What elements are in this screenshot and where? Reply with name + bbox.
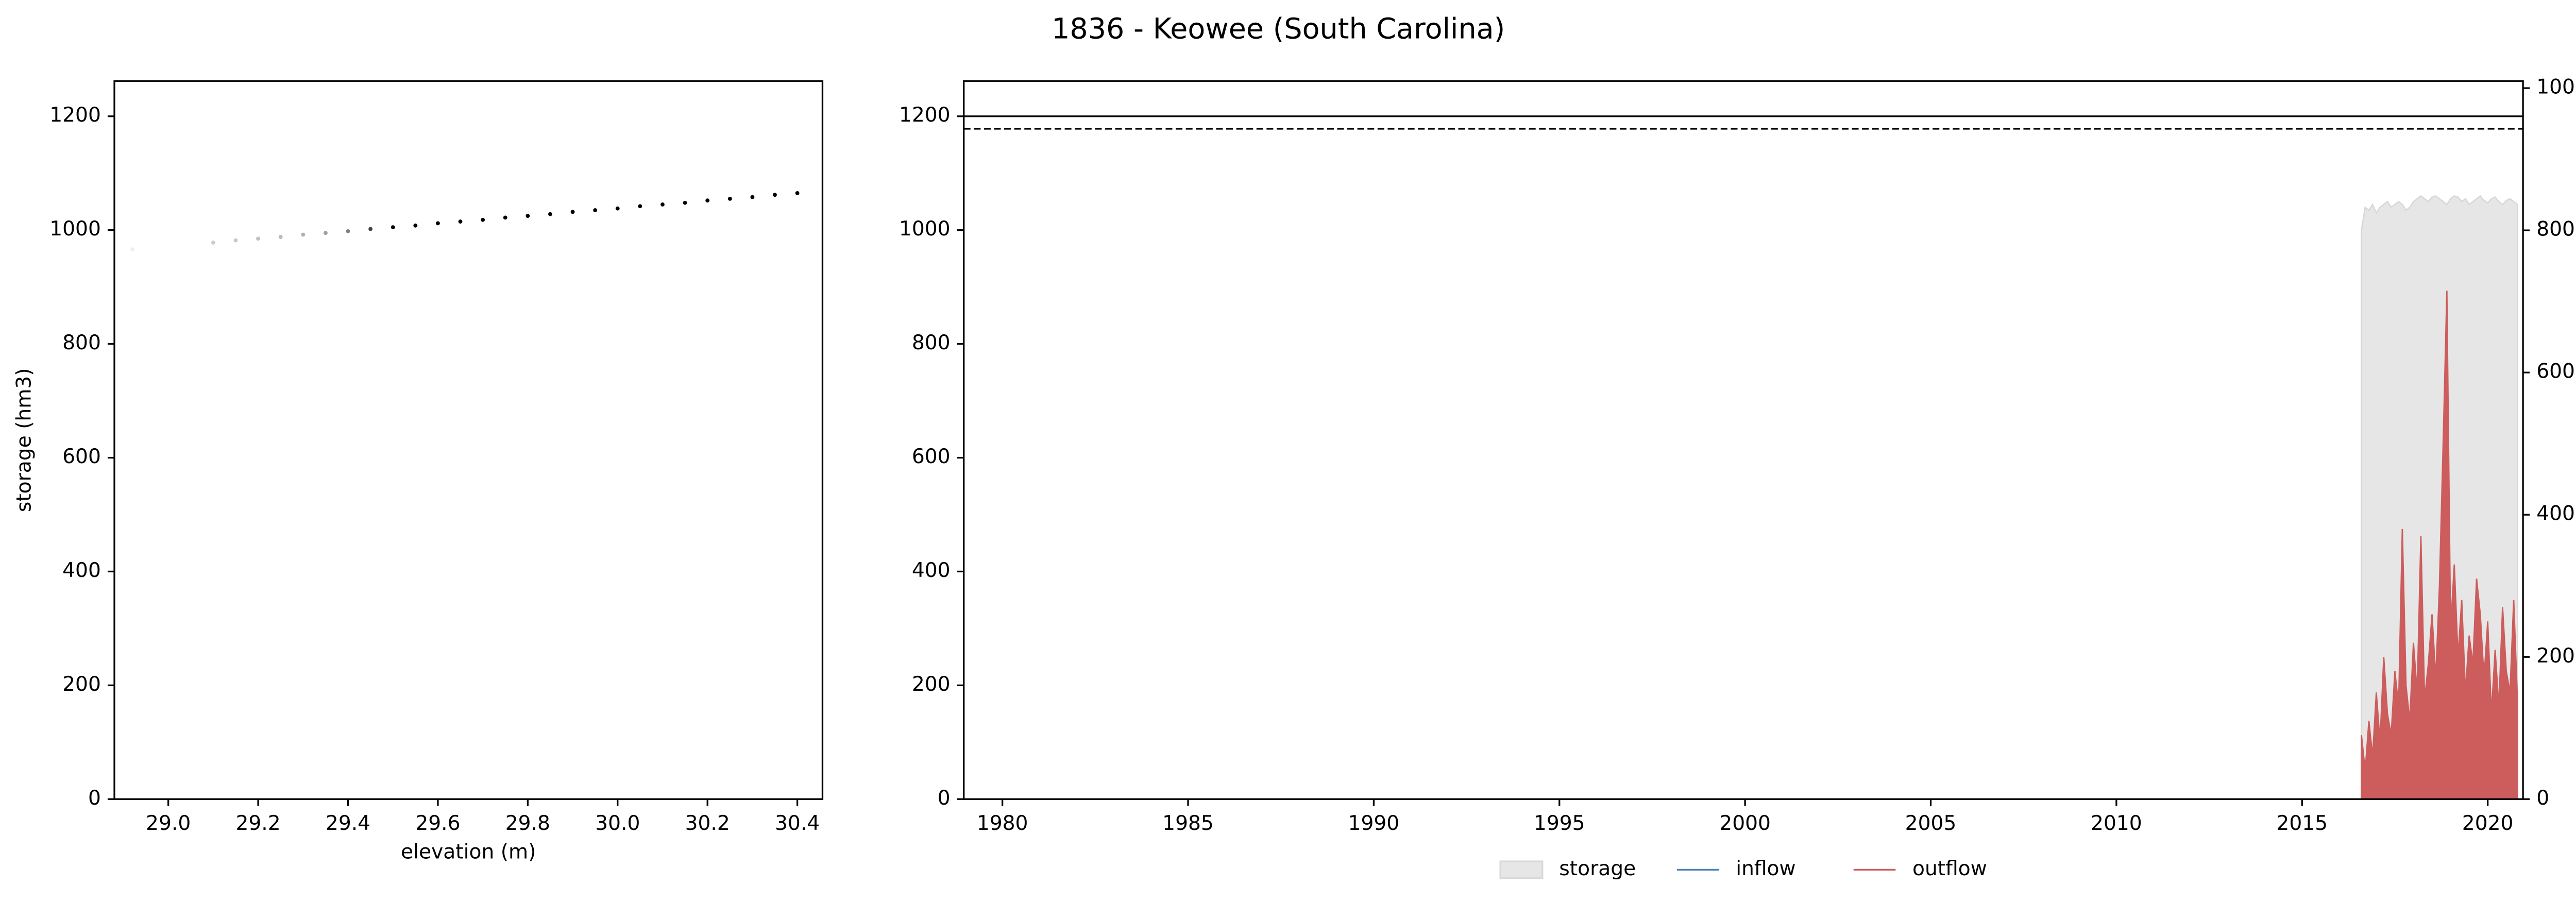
scatter-point <box>458 219 463 224</box>
plot-frame <box>963 80 2524 800</box>
scatter-point <box>233 238 238 243</box>
scatter-point <box>211 241 215 245</box>
figure-title: 1836 - Keowee (South Carolina) <box>1052 12 1505 45</box>
y-tick-label: 600 <box>912 445 951 468</box>
x-tick-label: 29.0 <box>146 812 191 835</box>
x-tick-label: 2015 <box>2276 812 2328 835</box>
x-tick-label: 1995 <box>1534 812 1585 835</box>
x-tick-label: 29.2 <box>235 812 280 835</box>
scatter-point <box>503 215 507 220</box>
scatter-point <box>570 210 575 214</box>
x-tick-label: 2005 <box>1905 812 1957 835</box>
legend-label: storage <box>1559 857 1636 880</box>
scatter-point <box>638 204 642 209</box>
flow-area <box>2361 291 2518 800</box>
scatter-point <box>705 198 710 203</box>
x-tick-label: 29.4 <box>326 812 370 835</box>
y2-tick-label: 200 <box>2536 644 2575 668</box>
x-tick-label: 2020 <box>2462 812 2514 835</box>
y-tick-label: 0 <box>88 787 101 810</box>
x-axis-label: elevation (m) <box>401 840 536 863</box>
scatter-point <box>256 236 260 241</box>
x-tick-label: 29.8 <box>505 812 550 835</box>
scatter-point <box>346 229 350 233</box>
x-tick-label: 30.2 <box>685 812 730 835</box>
scatter-point <box>773 193 777 197</box>
scatter-point <box>301 232 306 237</box>
y2-tick-label: 600 <box>2536 360 2575 383</box>
legend-label: inflow <box>1736 857 1795 880</box>
scatter-point <box>391 225 395 230</box>
x-tick-label: 1990 <box>1348 812 1400 835</box>
y2-tick-label: 400 <box>2536 502 2575 525</box>
y-tick-label: 1200 <box>899 104 951 127</box>
y-tick-label: 800 <box>62 331 101 354</box>
x-tick-label: 1980 <box>977 812 1028 835</box>
scatter-point <box>593 208 598 212</box>
scatter-point <box>750 195 755 199</box>
y-tick-label: 800 <box>912 331 951 354</box>
y2-tick-label: 0 <box>2536 787 2549 810</box>
y-tick-label: 1200 <box>49 104 101 127</box>
scatter-point <box>548 212 552 216</box>
y2-tick-label: 1000 <box>2536 76 2576 99</box>
y-axis-label: storage (hm3) <box>12 368 36 512</box>
scatter-point <box>727 196 732 201</box>
scatter-point <box>436 221 440 226</box>
scatter-point <box>795 191 800 195</box>
y-tick-label: 400 <box>62 559 101 582</box>
y-tick-label: 1000 <box>899 217 951 241</box>
scatter-point <box>130 247 134 252</box>
y-tick-label: 1000 <box>49 217 101 241</box>
y-tick-label: 600 <box>62 445 101 468</box>
y2-tick-label: 800 <box>2536 218 2575 241</box>
x-tick-label: 2000 <box>1719 812 1771 835</box>
scatter-point <box>368 227 373 231</box>
y-tick-label: 400 <box>912 559 951 582</box>
x-tick-label: 30.4 <box>775 812 820 835</box>
x-tick-label: 2010 <box>2091 812 2142 835</box>
scatter-point <box>323 231 328 235</box>
y-tick-label: 200 <box>62 673 101 696</box>
legend-swatch <box>1499 860 1544 879</box>
plot-frame <box>113 80 824 800</box>
y-tick-label: 200 <box>912 673 951 696</box>
scatter-point <box>481 217 485 222</box>
y-tick-label: 0 <box>938 787 951 810</box>
scatter-point <box>615 206 620 211</box>
x-tick-label: 29.6 <box>415 812 460 835</box>
scatter-point <box>413 223 418 228</box>
x-tick-label: 30.0 <box>595 812 640 835</box>
scatter-point <box>278 235 283 239</box>
scatter-point <box>660 202 665 207</box>
scatter-point <box>526 214 530 218</box>
legend-label: outflow <box>1912 857 1987 880</box>
scatter-point <box>683 200 687 205</box>
x-tick-label: 1985 <box>1162 812 1214 835</box>
